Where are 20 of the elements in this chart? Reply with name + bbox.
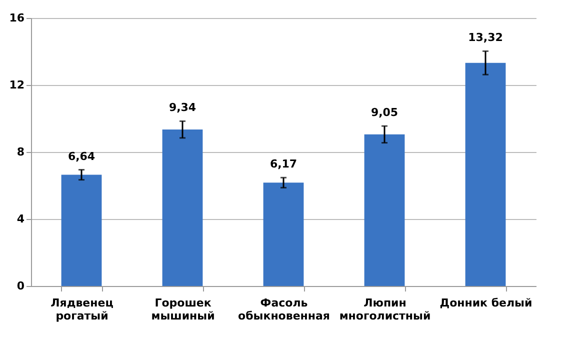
bar (263, 182, 304, 286)
x-tick-label: Горошек мышиный (151, 296, 215, 322)
data-label: 6,17 (270, 158, 298, 171)
x-tick-label: Фасоль обыкновенная (238, 296, 330, 322)
y-tick-label: 4 (16, 212, 25, 226)
y-tick-label: 16 (9, 12, 25, 24)
data-label: 9,05 (370, 106, 398, 120)
x-tick-label: Лядвенец рогатый (50, 296, 114, 322)
y-tick-label: 0 (16, 280, 25, 292)
y-tick-label: 8 (16, 146, 24, 158)
data-label: 9,34 (168, 101, 196, 114)
x-tick-label: Люпин многолистный (339, 296, 431, 322)
bar (364, 134, 405, 286)
data-label: 13,32 (468, 31, 503, 44)
bar (465, 62, 506, 286)
bar (61, 174, 102, 286)
bar (162, 130, 203, 286)
data-label: 6,64 (68, 150, 96, 163)
y-tick-label: 12 (9, 78, 24, 92)
x-tick-label: Донник белый (440, 296, 532, 310)
